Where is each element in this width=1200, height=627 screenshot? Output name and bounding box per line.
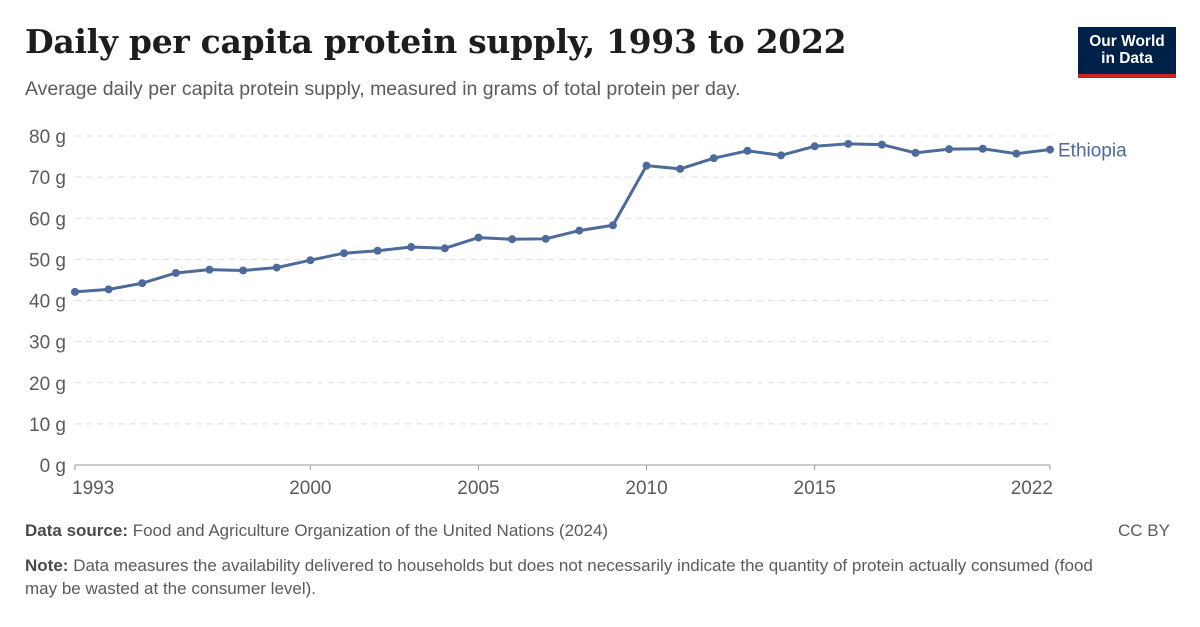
series-label[interactable]: Ethiopia [1058, 141, 1127, 162]
data-point-2000[interactable] [306, 256, 315, 265]
data-point-1993[interactable] [71, 287, 79, 296]
y-tick-label: 0 g [40, 456, 66, 477]
grid-lines [75, 135, 1050, 425]
x-tick-label: 2005 [457, 478, 499, 499]
data-source-text[interactable]: Food and Agriculture Organization of the… [132, 521, 609, 540]
data-point-1996[interactable] [171, 268, 180, 277]
y-tick-label: 50 g [29, 250, 66, 271]
data-point-1994[interactable] [104, 285, 113, 294]
series-line-ethiopia[interactable] [73, 142, 1052, 294]
data-point-2019[interactable] [945, 145, 954, 154]
y-tick-label: 40 g [29, 292, 66, 313]
chart-subtitle: Average daily per capita protein supply,… [25, 78, 741, 100]
y-tick-label: 70 g [29, 168, 66, 189]
y-tick-label: 80 g [29, 127, 66, 148]
x-tick-label: 2015 [794, 478, 836, 499]
data-point-1999[interactable] [272, 263, 281, 272]
note-label: Note: [25, 556, 69, 575]
data-point-2008[interactable] [575, 226, 584, 235]
y-tick-label: 10 g [29, 415, 66, 436]
logo-line-1: Our World [1089, 33, 1165, 50]
data-point-2007[interactable] [541, 234, 550, 243]
data-point-2012[interactable] [709, 154, 718, 163]
data-point-2005[interactable] [474, 233, 483, 242]
note-text: Data measures the availability delivered… [25, 556, 1093, 598]
data-point-1998[interactable] [239, 266, 248, 275]
data-point-2001[interactable] [339, 249, 348, 258]
data-point-2021[interactable] [1012, 149, 1021, 158]
x-tick-label: 2022 [1011, 478, 1053, 499]
data-point-2020[interactable] [978, 144, 987, 153]
data-source-label: Data source: [25, 521, 128, 540]
data-point-1995[interactable] [138, 279, 147, 288]
data-point-2009[interactable] [608, 221, 617, 230]
y-tick-label: 60 g [29, 209, 66, 230]
data-point-2017[interactable] [877, 140, 886, 149]
data-point-2022[interactable] [1046, 145, 1054, 154]
data-point-2011[interactable] [676, 164, 685, 173]
owid-logo[interactable]: Our World in Data [1078, 27, 1176, 78]
data-point-2003[interactable] [407, 243, 416, 252]
logo-line-2: in Data [1101, 50, 1153, 67]
x-axis: 1993 2000 2005 2010 2015 2022 [72, 464, 1053, 499]
license-link[interactable]: CC BY [1118, 521, 1170, 540]
y-tick-label: 30 g [29, 333, 66, 354]
y-tick-label: 20 g [29, 374, 66, 395]
data-point-2004[interactable] [440, 244, 449, 253]
y-axis: 0 g 10 g 20 g 30 g 40 g 50 g 60 g 70 g 80 g [29, 127, 66, 477]
series-layer: Ethiopia [71, 139, 1127, 296]
data-point-2016[interactable] [844, 139, 853, 148]
data-point-2013[interactable] [743, 146, 752, 155]
chart-title: Daily per capita protein supply, 1993 to… [25, 22, 847, 61]
data-point-2018[interactable] [911, 148, 920, 157]
data-point-2015[interactable] [810, 142, 819, 151]
x-tick-label: 2010 [625, 478, 667, 499]
chart-note: Note: Data measures the availability del… [25, 554, 1115, 600]
x-tick-label: 2000 [289, 478, 331, 499]
data-point-2006[interactable] [508, 235, 517, 244]
x-tick-label: 1993 [72, 478, 114, 499]
data-point-1997[interactable] [205, 265, 214, 274]
data-point-2014[interactable] [777, 151, 786, 160]
data-source: Data source: Food and Agriculture Organi… [25, 521, 608, 541]
data-point-2002[interactable] [373, 246, 382, 255]
data-point-2010[interactable] [642, 161, 651, 170]
